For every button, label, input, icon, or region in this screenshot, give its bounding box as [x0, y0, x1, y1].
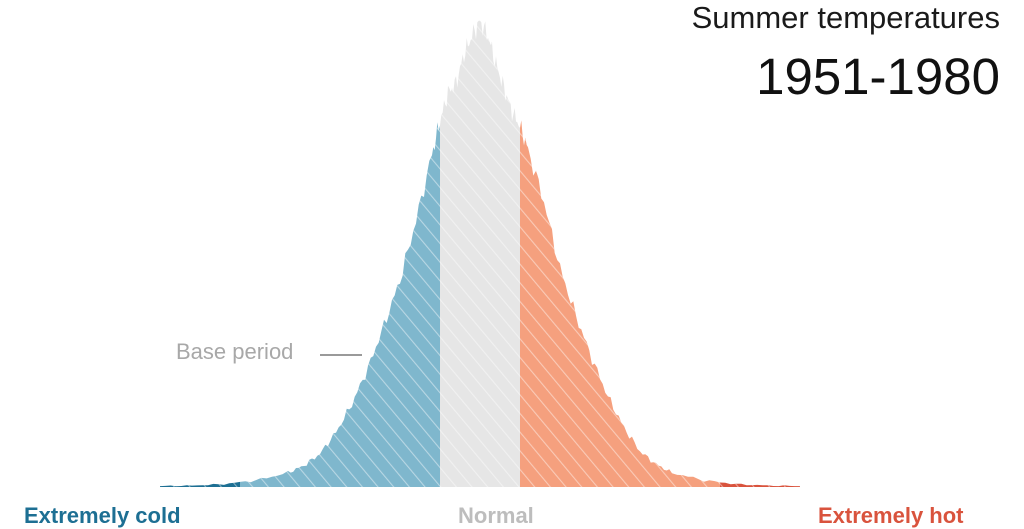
band-extremely-cold: [160, 20, 240, 487]
base-period-leader-line: [320, 354, 362, 356]
chart-period: 1951-1980: [756, 48, 1000, 105]
stripe-overlay: [160, 20, 800, 487]
base-period-label: Base period: [176, 339, 294, 364]
extremely-hot-label: Extremely hot: [818, 503, 964, 528]
extremely-cold-label: Extremely cold: [24, 503, 181, 528]
normal-label: Normal: [458, 503, 534, 528]
chart-title: Summer temperatures: [691, 0, 1000, 35]
